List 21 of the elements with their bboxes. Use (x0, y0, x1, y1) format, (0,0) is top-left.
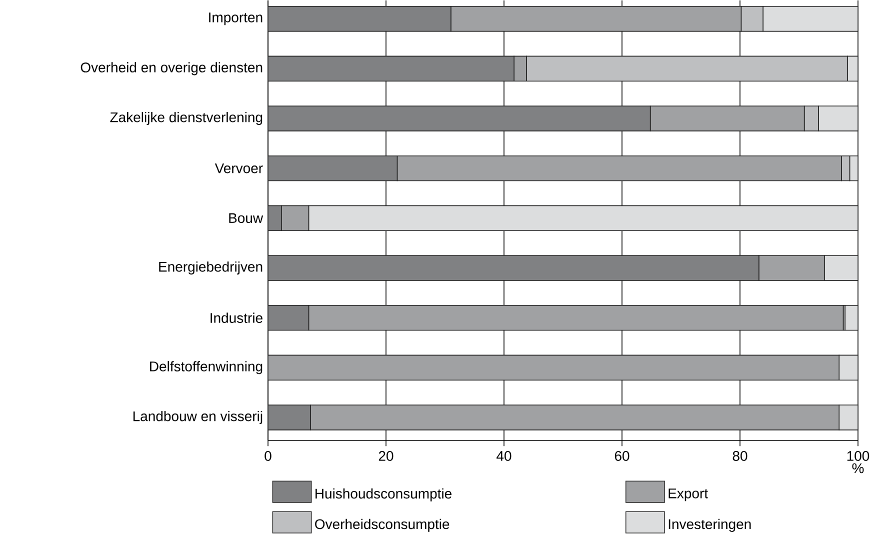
y-tick-label: Bouw (229, 213, 264, 223)
x-tick-label: 80 (732, 450, 748, 461)
legend-label: Export (668, 488, 708, 501)
legend-label: Investeringen (668, 518, 751, 532)
y-tick-label: Landbouw en visserij (133, 410, 262, 424)
x-tick-label: 40 (496, 450, 512, 461)
x-tick-label: 20 (378, 450, 394, 461)
x-tick-label: 0 (264, 450, 272, 461)
y-tick-label: Importen (209, 12, 262, 25)
legend-label: Huishoudsconsumptie (316, 488, 452, 502)
x-tick-label: 60 (614, 450, 630, 461)
y-tick-label: Overheid en overige diensten (80, 62, 262, 76)
y-tick-label: Energiebedrijven (159, 261, 262, 274)
y-tick-label: Zakelijke dienstverlening (110, 112, 262, 125)
x-axis-title: % (852, 463, 864, 473)
bar (844, 304, 858, 330)
y-tick-label: Delfstoffenwinning (150, 360, 262, 374)
y-tick-label: Vervoer (214, 163, 263, 174)
x-tick-label: 100 (847, 450, 870, 461)
y-tick-label: Industrie (210, 312, 262, 323)
legend-label: Overheidsconsumptie (315, 518, 450, 532)
